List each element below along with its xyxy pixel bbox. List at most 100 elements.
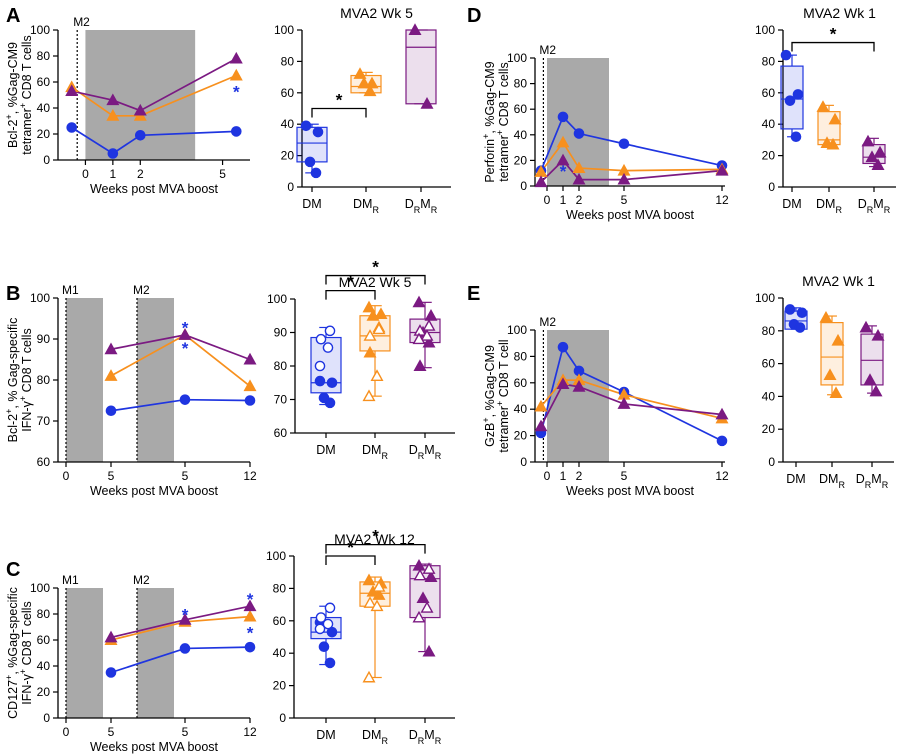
y-tick-label: 0	[768, 180, 775, 194]
category-label-part: D	[856, 472, 865, 486]
y-tick-label: 20	[514, 153, 528, 167]
category-label-part: D	[405, 197, 414, 211]
data-point-open	[422, 319, 436, 331]
data-point-open	[420, 601, 434, 613]
y-axis-label-part: Bcl-2	[6, 119, 20, 148]
x-axis-label: Weeks post MVA boost	[566, 484, 695, 498]
data-point-open	[372, 322, 386, 335]
category-label: DMR	[362, 728, 388, 746]
category-label-part: R	[435, 736, 442, 746]
data-point-DM	[618, 138, 630, 150]
data-point	[816, 100, 830, 112]
data-point-DMR	[229, 68, 243, 81]
y-tick-label: 60	[37, 633, 51, 647]
data-point-open	[322, 342, 334, 353]
series-line-DRMR	[71, 57, 237, 112]
data-point	[366, 309, 380, 321]
data-point-DM	[134, 129, 146, 141]
y-axis-label-part: Perforin	[483, 139, 497, 183]
y-tick-label: 100	[267, 292, 287, 306]
data-point	[304, 156, 316, 168]
y-axis-label: GzB+, %Gag-CM9	[481, 345, 497, 447]
y-tick-label: 40	[514, 402, 528, 416]
data-point-DRMR	[133, 103, 147, 116]
y-axis-label-part: +	[18, 396, 28, 401]
significance-bracket	[325, 555, 376, 565]
event-label: M1	[62, 573, 79, 587]
y-tick-label: 60	[514, 102, 528, 116]
y-tick-label: 20	[281, 149, 295, 163]
data-point	[412, 295, 426, 308]
data-point-DRMR	[106, 93, 120, 106]
y-tick-label: 0	[520, 179, 527, 193]
data-point	[865, 150, 879, 163]
y-axis-label: CD127+, %Gag-specific	[4, 587, 20, 719]
y-axis-label-part: CD8 T cells	[497, 62, 511, 130]
category-label-part: D	[858, 197, 867, 211]
category-label-part: R	[414, 205, 421, 215]
y-axis-label-part: CD8 T cells	[20, 35, 34, 103]
y-tick-label: 100	[30, 23, 50, 37]
box-DRMR	[409, 295, 441, 371]
data-point-DRMR	[243, 352, 257, 365]
category-label-part: DM	[316, 443, 335, 457]
category-label: DMR	[819, 472, 845, 490]
box-DMR	[359, 300, 391, 402]
box-DRMR	[405, 23, 437, 109]
x-tick-label: 12	[243, 725, 257, 739]
y-axis-label-part: tetramer	[497, 406, 511, 453]
category-label-part: DM	[353, 197, 372, 211]
x-tick-label: 12	[715, 193, 729, 207]
x-tick-label: 1	[110, 167, 117, 181]
box-DM	[310, 602, 342, 669]
y-tick-label: 60	[37, 455, 51, 469]
x-tick-label: 0	[63, 725, 70, 739]
x-tick-label: 2	[576, 193, 583, 207]
y-axis-label-part: , %Gag-specific	[6, 587, 20, 675]
data-point	[784, 95, 796, 106]
category-label: DMR	[353, 197, 379, 215]
significance-star: *	[347, 538, 354, 557]
data-point-DM	[105, 667, 117, 678]
vaccination-window-shade	[137, 588, 174, 718]
data-point-DM	[66, 122, 78, 133]
significance-bracket	[311, 107, 367, 118]
significance-star: *	[182, 339, 189, 358]
y-axis-label: tetramer+ CD8 T cell	[495, 339, 511, 452]
x-tick-label: 0	[82, 167, 89, 181]
y-tick-label: 90	[274, 326, 288, 340]
y-tick-label: 0	[287, 180, 294, 194]
data-point	[784, 304, 796, 315]
data-point-DMR	[106, 109, 120, 121]
significance-star: *	[372, 527, 379, 546]
y-tick-label: 60	[762, 86, 776, 100]
significance-star: *	[372, 258, 379, 277]
y-tick-label: 40	[514, 128, 528, 142]
data-point-DRMR	[572, 172, 586, 185]
category-label-part: R	[372, 205, 379, 215]
data-point-DMR	[243, 609, 257, 622]
x-tick-label: 5	[182, 725, 189, 739]
y-tick-label: 60	[274, 426, 288, 440]
data-point	[871, 328, 885, 341]
significance-star: *	[247, 590, 254, 609]
data-point-DM	[244, 641, 256, 653]
data-point-DM	[716, 435, 728, 447]
data-point-open	[370, 599, 384, 612]
data-point-open	[413, 568, 427, 581]
significance-star: *	[182, 605, 189, 624]
data-point	[422, 335, 436, 348]
category-label-part: R	[882, 480, 889, 490]
data-point	[374, 307, 388, 320]
data-point	[312, 126, 324, 138]
category-label-part: R	[884, 205, 891, 215]
x-tick-label: 0	[63, 469, 70, 483]
y-axis-label-part: , %Gag-CM9	[6, 42, 20, 114]
category-label-part: R	[865, 480, 872, 490]
y-axis-label-part: +	[4, 409, 14, 414]
data-point	[819, 310, 833, 323]
significance-star: *	[560, 162, 567, 181]
x-tick-label: 1	[560, 193, 567, 207]
